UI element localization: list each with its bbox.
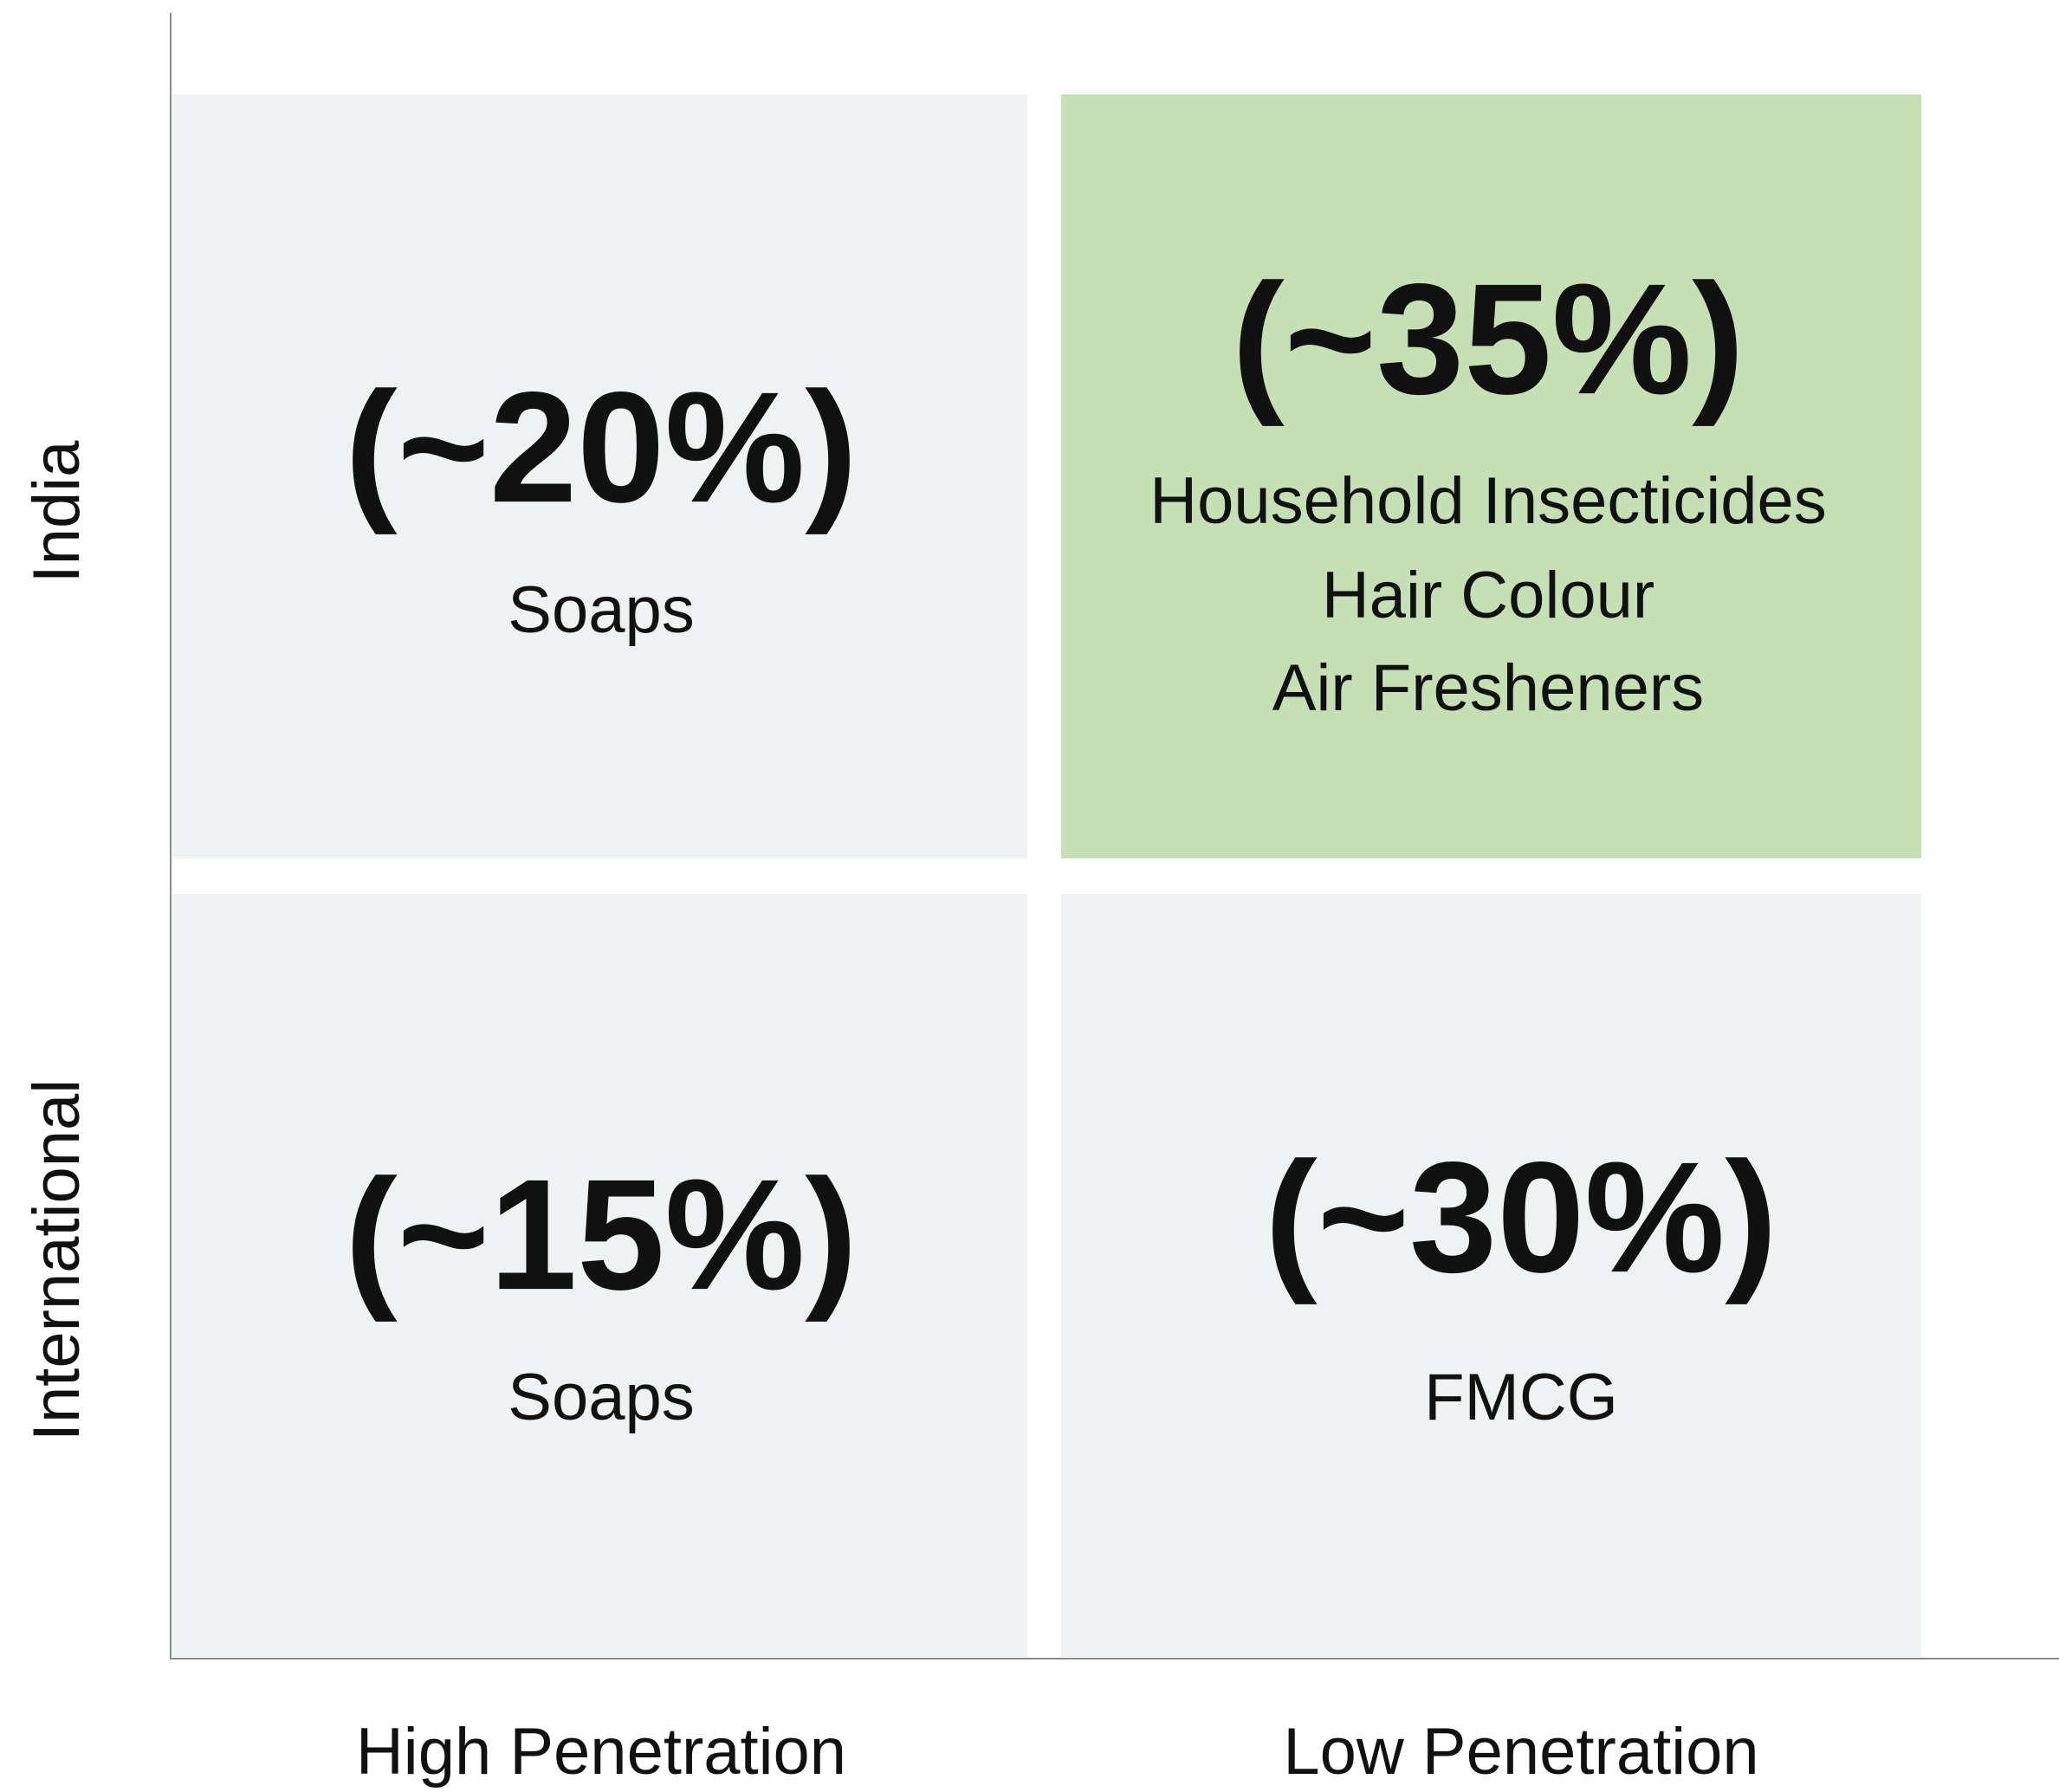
share: (~15%) [345, 1146, 858, 1323]
item: Hair Colour [1322, 559, 1654, 632]
row-label: India [20, 440, 94, 584]
item: Household Insecticides [1149, 464, 1827, 538]
item: Air Fresheners [1272, 651, 1704, 725]
column-label: High Penetration [356, 1715, 846, 1789]
cell-india-low [1061, 94, 1921, 858]
item: Soaps [508, 573, 695, 647]
share: (~35%) [1232, 250, 1745, 427]
item: Soaps [508, 1361, 695, 1434]
row-label: International [20, 1079, 94, 1441]
share: (~20%) [345, 359, 858, 535]
share: (~30%) [1265, 1129, 1777, 1305]
cell-india-high [172, 94, 1027, 858]
cell-international-low [1061, 894, 1921, 1657]
column-label: Low Penetration [1283, 1715, 1758, 1789]
item: FMCG [1424, 1361, 1618, 1434]
cell-international-high [172, 894, 1027, 1657]
